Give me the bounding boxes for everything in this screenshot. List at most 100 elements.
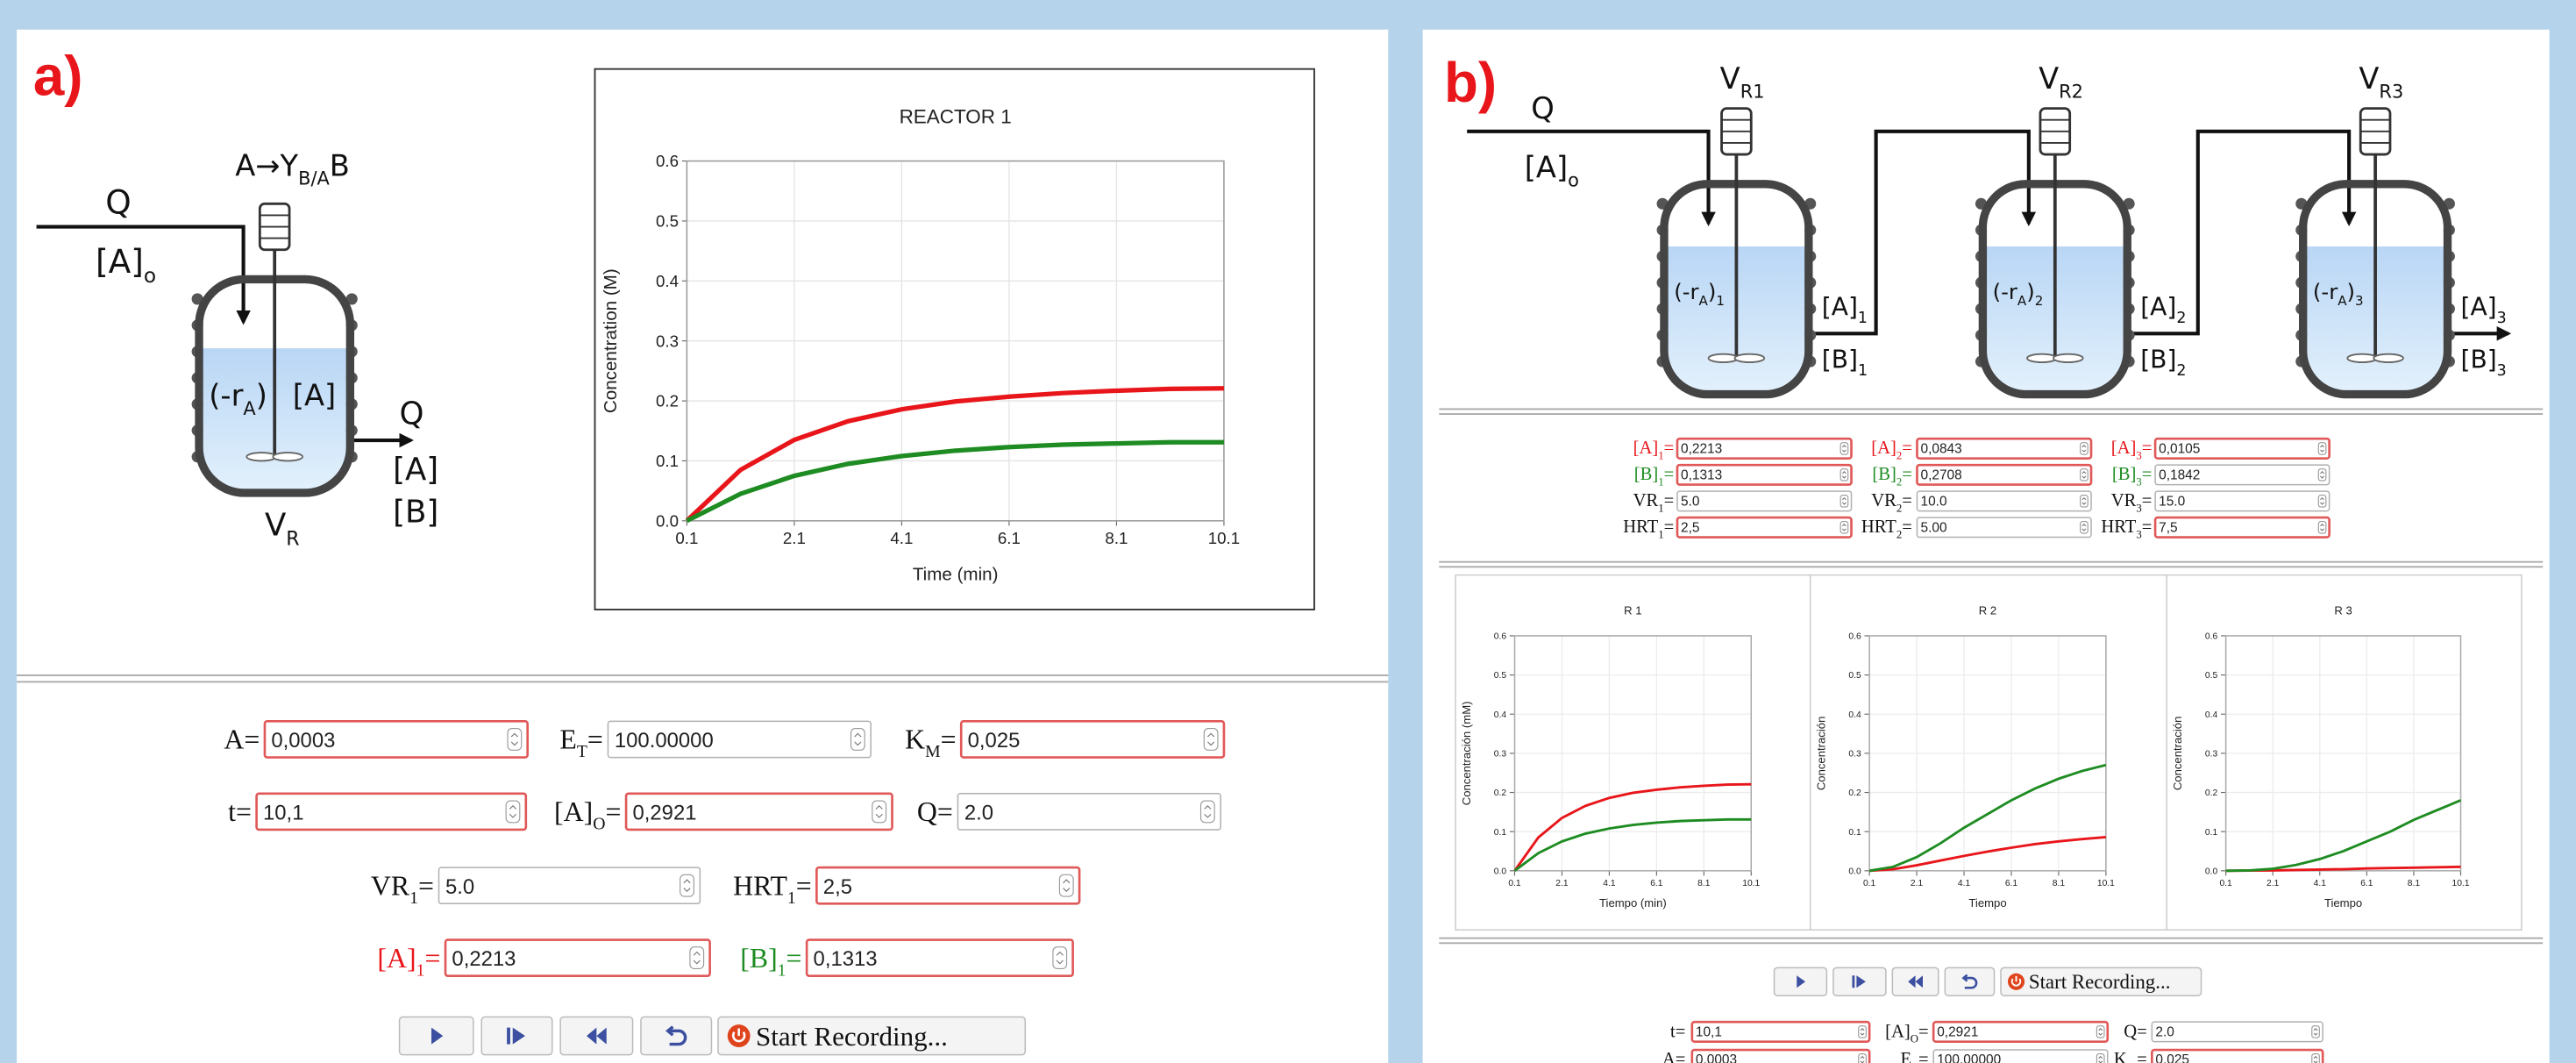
- text-part: HRT: [733, 870, 787, 901]
- text-part: V: [265, 508, 287, 544]
- text-part: 2: [2035, 293, 2044, 309]
- y-tick-label: 0.3: [1848, 749, 1861, 759]
- diagram-label: [B]: [393, 495, 438, 531]
- text-part: =: [2137, 1050, 2147, 1063]
- control-button[interactable]: [1945, 967, 1994, 995]
- text-part: 1: [1716, 293, 1725, 309]
- x-tick-label: 6.1: [1650, 879, 1663, 888]
- text-part: ): [256, 379, 267, 413]
- diagram-label: [A]: [393, 452, 438, 488]
- y-tick-label: 0.5: [656, 212, 679, 231]
- input-value: 0,2213: [452, 947, 516, 971]
- input-value: 100.00000: [1937, 1052, 2001, 1063]
- y-axis-label: Concentración: [1815, 717, 1828, 791]
- text-part: 1: [409, 888, 418, 908]
- input-value: 0,0003: [1696, 1052, 1737, 1063]
- input-field[interactable]: [957, 794, 1220, 830]
- input-field[interactable]: [439, 867, 701, 903]
- control-button[interactable]: [641, 1017, 712, 1055]
- input-value: 2.0: [964, 801, 993, 824]
- y-tick-label: 0.1: [656, 452, 679, 470]
- x-tick-label: 2.1: [783, 529, 806, 547]
- input-value: 0,2708: [1921, 467, 1962, 482]
- x-tick-label: 8.1: [2408, 879, 2421, 888]
- text-part: ): [2347, 279, 2356, 304]
- y-tick-label: 0.6: [1494, 632, 1507, 642]
- input-value: 0,1313: [1681, 467, 1722, 482]
- text-part: A: [243, 398, 256, 419]
- text-part: (-r: [1674, 279, 1699, 304]
- text-part: HRT: [2101, 517, 2136, 537]
- input-value: 0,025: [2155, 1052, 2189, 1063]
- input-field[interactable]: [2155, 517, 2330, 537]
- input-field[interactable]: [2152, 1022, 2323, 1041]
- impeller: [2027, 354, 2057, 362]
- impeller: [2347, 354, 2377, 362]
- input-value: 0,0003: [271, 729, 335, 753]
- record-label: Start Recording...: [2029, 971, 2171, 993]
- input-value: 0,025: [968, 729, 1021, 753]
- diagram-label: Q: [1531, 91, 1555, 125]
- input-value: 5.0: [445, 875, 474, 899]
- text-part: ): [1708, 279, 1717, 304]
- y-tick-label: 0.2: [656, 392, 679, 410]
- text-part: =: [796, 870, 812, 901]
- y-tick-label: 0.2: [1848, 788, 1861, 798]
- text-part: [B]: [2112, 465, 2136, 484]
- y-tick-label: 0.1: [2205, 828, 2218, 838]
- text-part: [B]: [2461, 346, 2497, 375]
- text-part: 3: [2355, 293, 2364, 309]
- input-value: 2,5: [1681, 520, 1699, 535]
- input-field[interactable]: [816, 867, 1079, 903]
- y-axis-label: Concentración (mM): [1460, 702, 1473, 806]
- text-part: 2: [2176, 310, 2186, 327]
- x-tick-label: 10.1: [1742, 879, 1760, 888]
- text-part: V: [2359, 61, 2379, 96]
- chart-title: R 1: [1624, 604, 1641, 617]
- text-part: 2: [2176, 362, 2186, 380]
- screenshot: a) b) Q[A]oA→YB/AB(-rA)[A]Q[A][B]VRQ[A]o…: [0, 0, 2576, 1063]
- y-tick-label: 0.0: [2205, 867, 2218, 876]
- text-part: R3: [2379, 81, 2403, 102]
- record-label: Start Recording...: [756, 1021, 948, 1052]
- y-tick-label: 0.6: [1848, 632, 1861, 642]
- text-part: M: [925, 742, 941, 761]
- field-label: t=: [1670, 1022, 1685, 1041]
- y-tick-label: 0.0: [1494, 867, 1507, 876]
- chart-title: REACTOR 1: [900, 105, 1012, 127]
- text-part: =: [606, 796, 622, 827]
- text-part: =: [2142, 517, 2153, 537]
- y-tick-label: 0.5: [1494, 671, 1507, 681]
- input-value: 7,5: [2159, 520, 2177, 535]
- input-field[interactable]: [1677, 517, 1852, 537]
- text-part: V: [2039, 61, 2059, 96]
- x-tick-label: 8.1: [2053, 879, 2066, 888]
- input-value: 0,0105: [2159, 441, 2200, 456]
- impeller: [1735, 354, 1765, 362]
- text-part: =: [418, 870, 434, 901]
- text-part: [A]: [2111, 439, 2137, 458]
- text-part: [A]: [554, 796, 593, 827]
- input-value: 15.0: [2159, 494, 2185, 509]
- text-part: [B]: [1634, 465, 1658, 484]
- text-part: ): [2026, 279, 2035, 304]
- field-label: A=: [1662, 1050, 1686, 1063]
- y-axis-label: Concentration (M): [601, 268, 621, 413]
- text-part: =: [1902, 465, 1912, 484]
- y-tick-label: 0.6: [2205, 632, 2218, 642]
- text-part: =: [1664, 491, 1675, 510]
- y-tick-label: 0.1: [1494, 828, 1507, 838]
- y-tick-label: 0.5: [2205, 671, 2218, 681]
- x-tick-label: 0.1: [2219, 879, 2232, 888]
- input-value: 10,1: [1696, 1024, 1722, 1039]
- y-tick-label: 0.4: [2205, 710, 2218, 720]
- impeller: [2373, 354, 2403, 362]
- text-part: [A]: [96, 242, 144, 281]
- text-part: VR: [1633, 491, 1659, 510]
- x-axis-label: Time (min): [913, 564, 999, 584]
- text-part: =: [2142, 491, 2153, 510]
- text-part: 1: [787, 888, 796, 908]
- text-part: =: [1902, 491, 1912, 510]
- x-tick-label: 4.1: [2314, 879, 2327, 888]
- input-field[interactable]: [1677, 491, 1852, 510]
